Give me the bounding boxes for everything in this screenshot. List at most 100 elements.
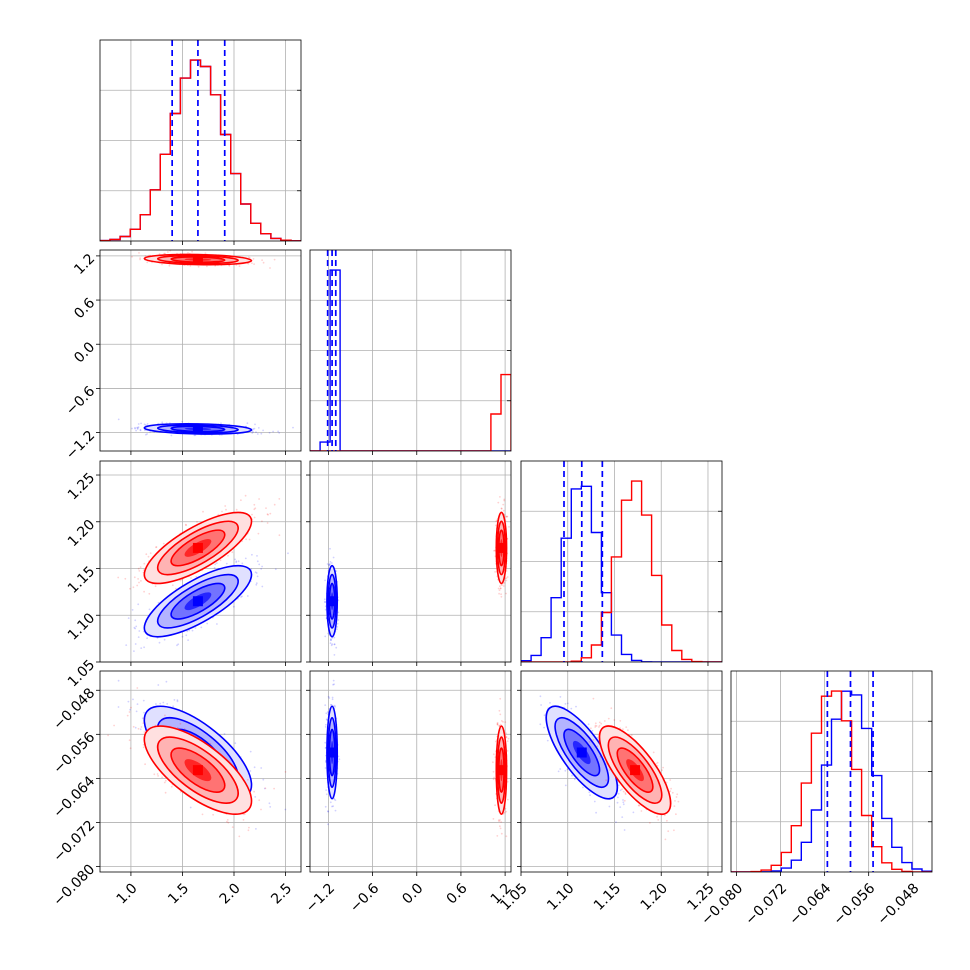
panel-2-0 <box>96 460 302 666</box>
scatter-point <box>257 532 260 535</box>
scatter-point <box>261 585 264 588</box>
scatter-point <box>177 643 180 646</box>
scatter-point <box>139 429 142 431</box>
scatter-point <box>331 805 333 808</box>
scatter-point <box>323 598 326 601</box>
scatter-point <box>262 778 265 781</box>
scatter-point <box>252 428 255 430</box>
scatter-point <box>162 542 165 545</box>
scatter-point <box>495 524 497 527</box>
scatter-point <box>264 787 267 790</box>
scatter-point <box>250 788 253 790</box>
scatter-point <box>187 252 189 254</box>
scatter-point <box>331 643 334 645</box>
scatter-point <box>328 697 331 699</box>
scatter-point <box>231 551 234 554</box>
scatter-point <box>161 263 163 266</box>
scatter-point <box>220 422 222 425</box>
scatter-point <box>338 758 341 761</box>
panel-3-1 <box>306 670 512 876</box>
scatter-point <box>195 575 198 578</box>
scatter-point <box>326 563 329 565</box>
scatter-point <box>505 515 508 518</box>
scatter-point <box>125 644 128 646</box>
scatter-point <box>175 587 177 590</box>
scatter-point <box>194 627 197 629</box>
scatter-point <box>269 512 272 515</box>
scatter-point <box>268 802 271 805</box>
scatter-point <box>147 555 150 558</box>
scatter-point <box>287 552 289 555</box>
scatter-point <box>133 626 136 629</box>
scatter-point <box>503 811 506 814</box>
scatter-point <box>260 568 263 570</box>
scatter-point <box>256 555 258 557</box>
scatter-point <box>138 252 140 254</box>
scatter-point <box>179 722 182 725</box>
scatter-point <box>137 423 140 425</box>
scatter-point <box>278 432 281 434</box>
scatter-point <box>332 805 334 808</box>
scatter-point <box>498 592 500 595</box>
scatter-point <box>333 654 336 656</box>
scatter-point <box>153 773 156 776</box>
scatter-point <box>333 798 336 801</box>
scatter-point <box>327 710 329 713</box>
scatter-point <box>495 520 498 523</box>
scatter-point <box>201 813 204 816</box>
scatter-point <box>498 709 501 712</box>
scatter-point <box>325 718 328 721</box>
scatter-point <box>238 265 241 268</box>
scatter-point <box>133 576 136 579</box>
scatter-point <box>129 587 131 590</box>
scatter-point <box>137 603 140 606</box>
scatter-point <box>163 781 166 784</box>
scatter-point <box>185 524 188 526</box>
scatter-point <box>139 566 142 568</box>
scatter-point <box>253 263 256 265</box>
scatter-point <box>246 778 249 781</box>
scatter-point <box>227 821 230 824</box>
scatter-point <box>492 761 494 764</box>
scatter-point <box>142 722 145 725</box>
scatter-point <box>144 429 146 432</box>
scatter-point <box>164 714 166 717</box>
scatter-point <box>187 639 190 641</box>
scatter-point <box>138 581 140 584</box>
scatter-point <box>505 577 508 580</box>
scatter-point <box>503 581 506 584</box>
scatter-point <box>325 712 328 715</box>
panel-content-2-0 <box>117 494 289 652</box>
scatter-point <box>209 742 212 745</box>
scatter-point <box>499 585 501 588</box>
scatter-point <box>137 567 140 570</box>
scatter-point <box>503 498 506 501</box>
scatter-point <box>137 727 140 730</box>
scatter-point <box>137 426 140 429</box>
scatter-point <box>500 507 503 510</box>
scatter-point <box>197 265 200 268</box>
panel-content-1-0 <box>117 250 294 437</box>
scatter-point <box>335 570 338 572</box>
panel-content-1-1 <box>310 250 511 451</box>
scatter-point <box>235 561 238 564</box>
scatter-point <box>131 609 134 611</box>
density-peak <box>496 542 507 553</box>
scatter-point <box>258 498 260 500</box>
density-peak <box>192 254 203 265</box>
panel-content-3-1 <box>324 679 510 838</box>
scatter-point <box>146 433 149 435</box>
scatter-point <box>166 703 169 705</box>
scatter-point <box>502 582 505 585</box>
scatter-point <box>502 503 505 506</box>
scatter-point <box>508 526 510 528</box>
scatter-point <box>333 704 336 707</box>
scatter-point <box>157 775 160 777</box>
scatter-point <box>245 538 248 541</box>
scatter-point <box>161 776 164 779</box>
scatter-point <box>146 423 149 425</box>
contour-line <box>143 253 253 266</box>
scatter-point <box>155 546 157 549</box>
scatter-point <box>327 823 329 826</box>
panel-content-3-0 <box>107 679 287 838</box>
